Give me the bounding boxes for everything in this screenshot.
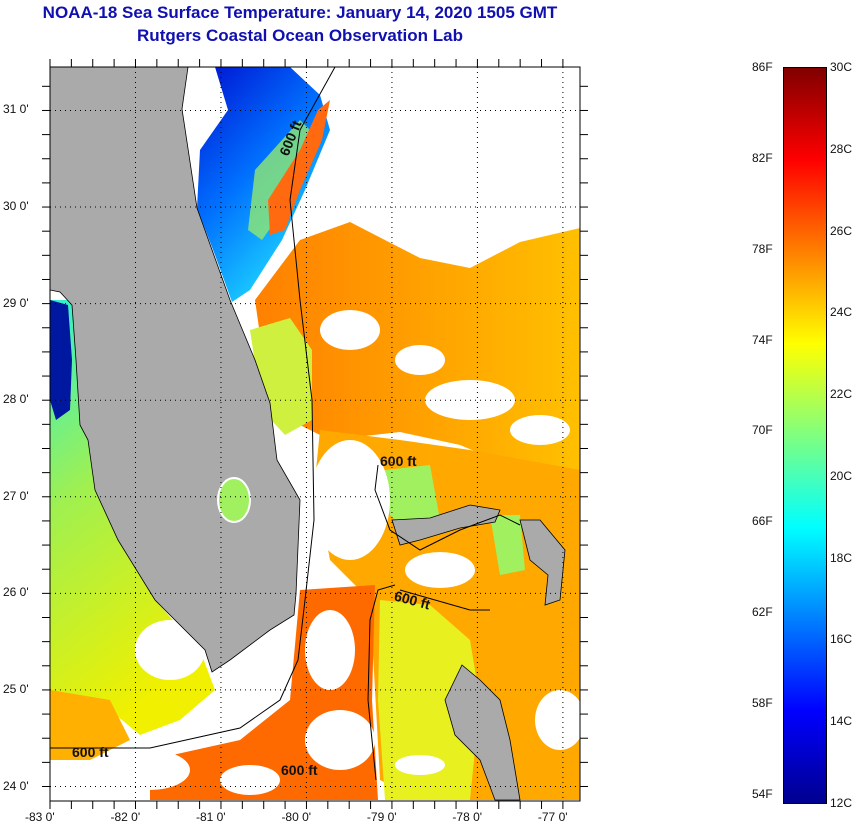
lat-label: 25 0' [3,681,29,696]
contour-label: 600 ft [72,744,109,760]
colorbar-fahrenheit-label: 54F [752,786,773,801]
lat-label: 28 0' [3,392,29,407]
lat-label: 26 0' [3,585,29,600]
sst-gulf-orange [50,690,130,760]
sst-gulf-blue [50,300,72,420]
lat-label: 24 0' [3,778,29,793]
lon-label: -80 0' [281,810,312,824]
colorbar-celsius-label: 14C [830,714,853,729]
colorbar-fahrenheit-label: 66F [752,514,773,529]
lon-label: -77 0' [537,810,568,824]
lake-okeechobee [217,477,251,523]
sst-bank-yellow [378,600,480,800]
lon-label: -82 0' [110,810,141,824]
axis-ticks [42,59,588,809]
map-subtitle: Rutgers Coastal Ocean Observation Lab [137,26,463,45]
contour-label: 600 ft [380,453,417,469]
lat-label: 30 0' [3,199,29,214]
lat-label: 27 0' [3,488,29,503]
colorbar [783,67,827,804]
graticule [50,67,580,801]
colorbar-celsius-label: 12C [830,796,853,810]
colorbar-fahrenheit-label: 58F [752,696,773,711]
sst-little-bahama-green [385,465,440,535]
colorbar-celsius-label: 22C [830,387,853,402]
contour-label: 600 ft [281,762,318,778]
contour-600ft [50,67,521,781]
lon-label: -78 0' [452,810,483,824]
lat-label: 31 0' [3,102,29,117]
colorbar-celsius-label: 20C [830,468,853,483]
grand-bahama-land [391,504,501,546]
sst-abaco-green [490,515,525,575]
colorbar-fahrenheit-label: 82F [752,150,773,165]
lon-label: -83 0' [25,810,55,824]
abaco-land [519,519,566,606]
colorbar-celsius-label: 30C [830,60,853,74]
map-frame [49,66,581,802]
colorbar-fahrenheit-label: 86F [752,60,773,74]
colorbar-celsius-label: 28C [830,141,853,156]
sst-orange-streak [268,100,330,235]
colorbar-fahrenheit-label: 70F [752,423,773,438]
colorbar-celsius-label: 18C [830,550,853,565]
colorbar-celsius-label: 16C [830,632,853,647]
colorbar-celsius-label: 24C [830,305,853,320]
lon-label: -79 0' [366,810,397,824]
map-title: NOAA-18 Sea Surface Temperature: January… [42,3,558,22]
colorbar-fahrenheit-label: 78F [752,241,773,256]
colorbar-celsius-label: 26C [830,223,853,238]
colorbar-fahrenheit-label: 62F [752,605,773,620]
lon-label: -81 0' [195,810,226,824]
colorbar-fahrenheit-label: 74F [752,332,773,347]
lat-label: 29 0' [3,295,29,310]
